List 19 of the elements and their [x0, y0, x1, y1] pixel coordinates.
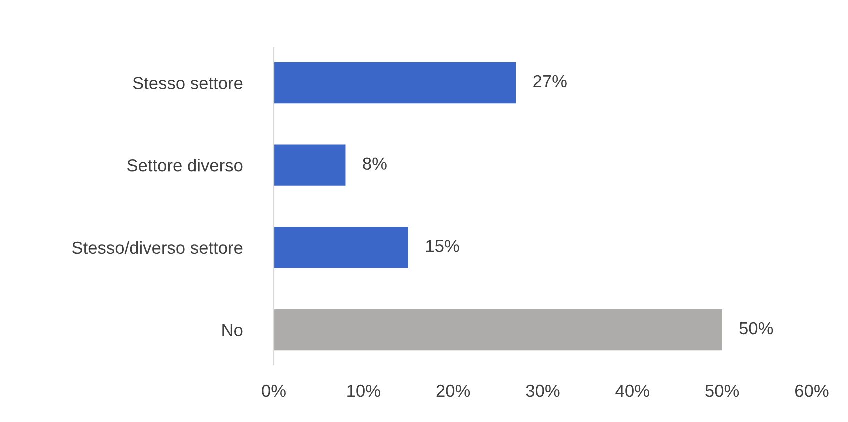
x-tick-label: 10% [348, 384, 380, 398]
bar [274, 62, 516, 104]
x-tick-label: 20% [436, 384, 470, 398]
y-tick-label: Stesso/diverso settore [72, 241, 243, 254]
bar [274, 227, 408, 268]
x-tick-label: 0% [262, 384, 286, 398]
bar [274, 309, 722, 351]
y-tick-label: Stesso settore [133, 77, 243, 90]
x-tick-label: 30% [526, 384, 560, 398]
data-label: 27% [534, 75, 567, 88]
y-tick-label: No [222, 324, 243, 336]
data-label: 50% [740, 322, 774, 335]
data-label: 8% [363, 158, 387, 170]
y-tick-label: Settore diverso [127, 159, 243, 172]
x-tick-label: 50% [706, 384, 740, 398]
data-label: 15% [426, 240, 460, 252]
x-tick-label: 40% [616, 384, 650, 398]
bar [274, 144, 346, 186]
x-tick-label: 60% [796, 384, 829, 398]
